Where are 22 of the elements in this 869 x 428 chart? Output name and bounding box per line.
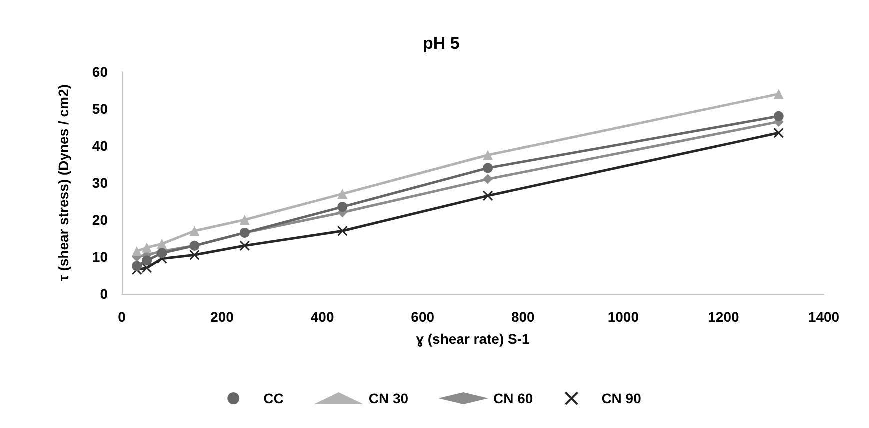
y-tick-label: 40 [92,138,108,154]
y-tick-label: 50 [92,101,108,117]
x-tick-label: 200 [210,309,234,325]
x-tick-label: 800 [511,309,536,325]
legend-label: CC [264,390,284,406]
chart-title: pH 5 [423,34,460,53]
y-axis-title: τ (shear stress) (Dynes / cm2) [56,84,72,282]
x-tick-label: 600 [411,309,435,325]
legend-label: CN 60 [494,390,534,406]
x-axis-title: ɣ (shear rate) S-1 [416,331,530,347]
x-tick-label: 0 [118,309,126,325]
legend-label: CN 90 [602,390,642,406]
y-tick-label: 10 [92,249,108,265]
y-tick-label: 30 [92,175,108,191]
x-tick-label: 1400 [808,309,840,325]
y-tick-label: 20 [92,212,108,228]
x-tick-label: 400 [310,309,334,325]
legend-label: CN 30 [368,390,409,406]
x-tick-label: 1200 [708,309,740,325]
y-tick-label: 60 [92,64,108,80]
x-tick-label: 1000 [608,309,640,325]
y-tick-label: 0 [100,286,108,302]
